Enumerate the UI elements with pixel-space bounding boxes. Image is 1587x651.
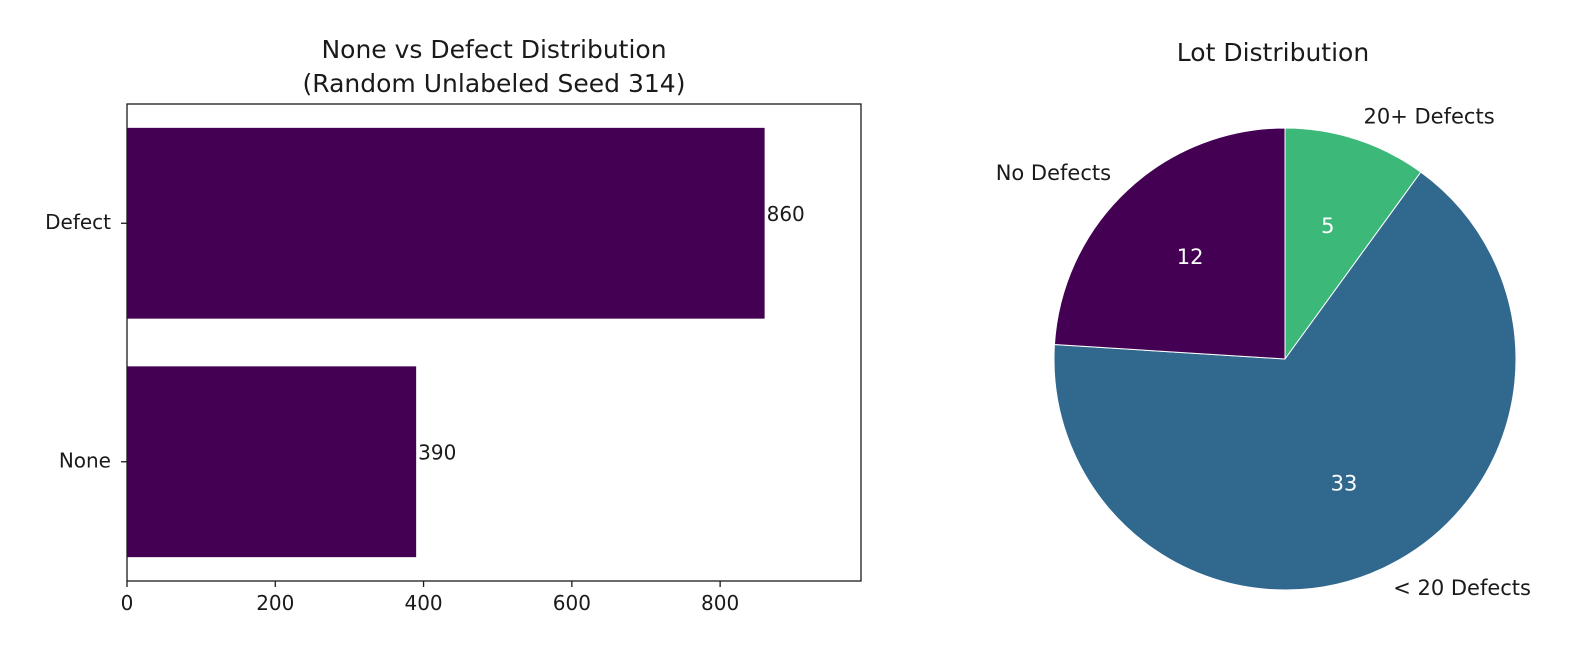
bar-none <box>127 366 417 558</box>
pie-slice-no-defects <box>1053 127 1286 360</box>
bar-chart-title: None vs Defect Distribution <box>321 35 666 64</box>
bar-x-axis: 0 200 400 600 800 <box>121 581 739 615</box>
pie-slice-20-defects <box>1053 171 1517 591</box>
pie-category-label-no-defects: No Defects <box>996 161 1111 185</box>
pie-chart: Lot Distribution 5 20+ Defects 33 < 20 Defe… <box>996 38 1531 600</box>
pie-value-label-no-defects: 12 <box>1177 245 1204 269</box>
x-tick-label-0: 0 <box>121 591 134 615</box>
pie-value-label-20-defects: 33 <box>1331 471 1358 495</box>
pie-labels: 5 20+ Defects 33 < 20 Defects 12 No Defects <box>996 104 1531 600</box>
x-tick-label-200: 200 <box>256 591 294 615</box>
bar-value-label-defect: 860 <box>767 202 805 226</box>
bar-defect <box>127 127 765 319</box>
bar-chart: None vs Defect Distribution (Random Unla… <box>45 35 862 615</box>
x-tick-label-600: 600 <box>553 591 591 615</box>
pie-slice-20-defects <box>1284 127 1422 361</box>
x-tick-label-800: 800 <box>701 591 739 615</box>
y-tick-label-none: None <box>59 448 111 472</box>
bar-value-label-none: 390 <box>418 440 456 464</box>
x-tick-label-400: 400 <box>404 591 442 615</box>
y-tick-label-defect: Defect <box>45 210 111 234</box>
pie-category-label-20-defects: 20+ Defects <box>1364 104 1495 128</box>
bar-chart-subtitle: (Random Unlabeled Seed 314) <box>303 69 686 98</box>
pie-slices <box>1053 127 1517 591</box>
pie-chart-title: Lot Distribution <box>1177 38 1369 67</box>
bar-marks: 860 390 <box>127 127 805 558</box>
bar-plot-frame <box>126 103 862 582</box>
pie-category-label-20-defects: < 20 Defects <box>1393 576 1531 600</box>
bar-y-axis: Defect None <box>45 210 127 472</box>
pie-value-label-20-defects: 5 <box>1321 214 1334 238</box>
